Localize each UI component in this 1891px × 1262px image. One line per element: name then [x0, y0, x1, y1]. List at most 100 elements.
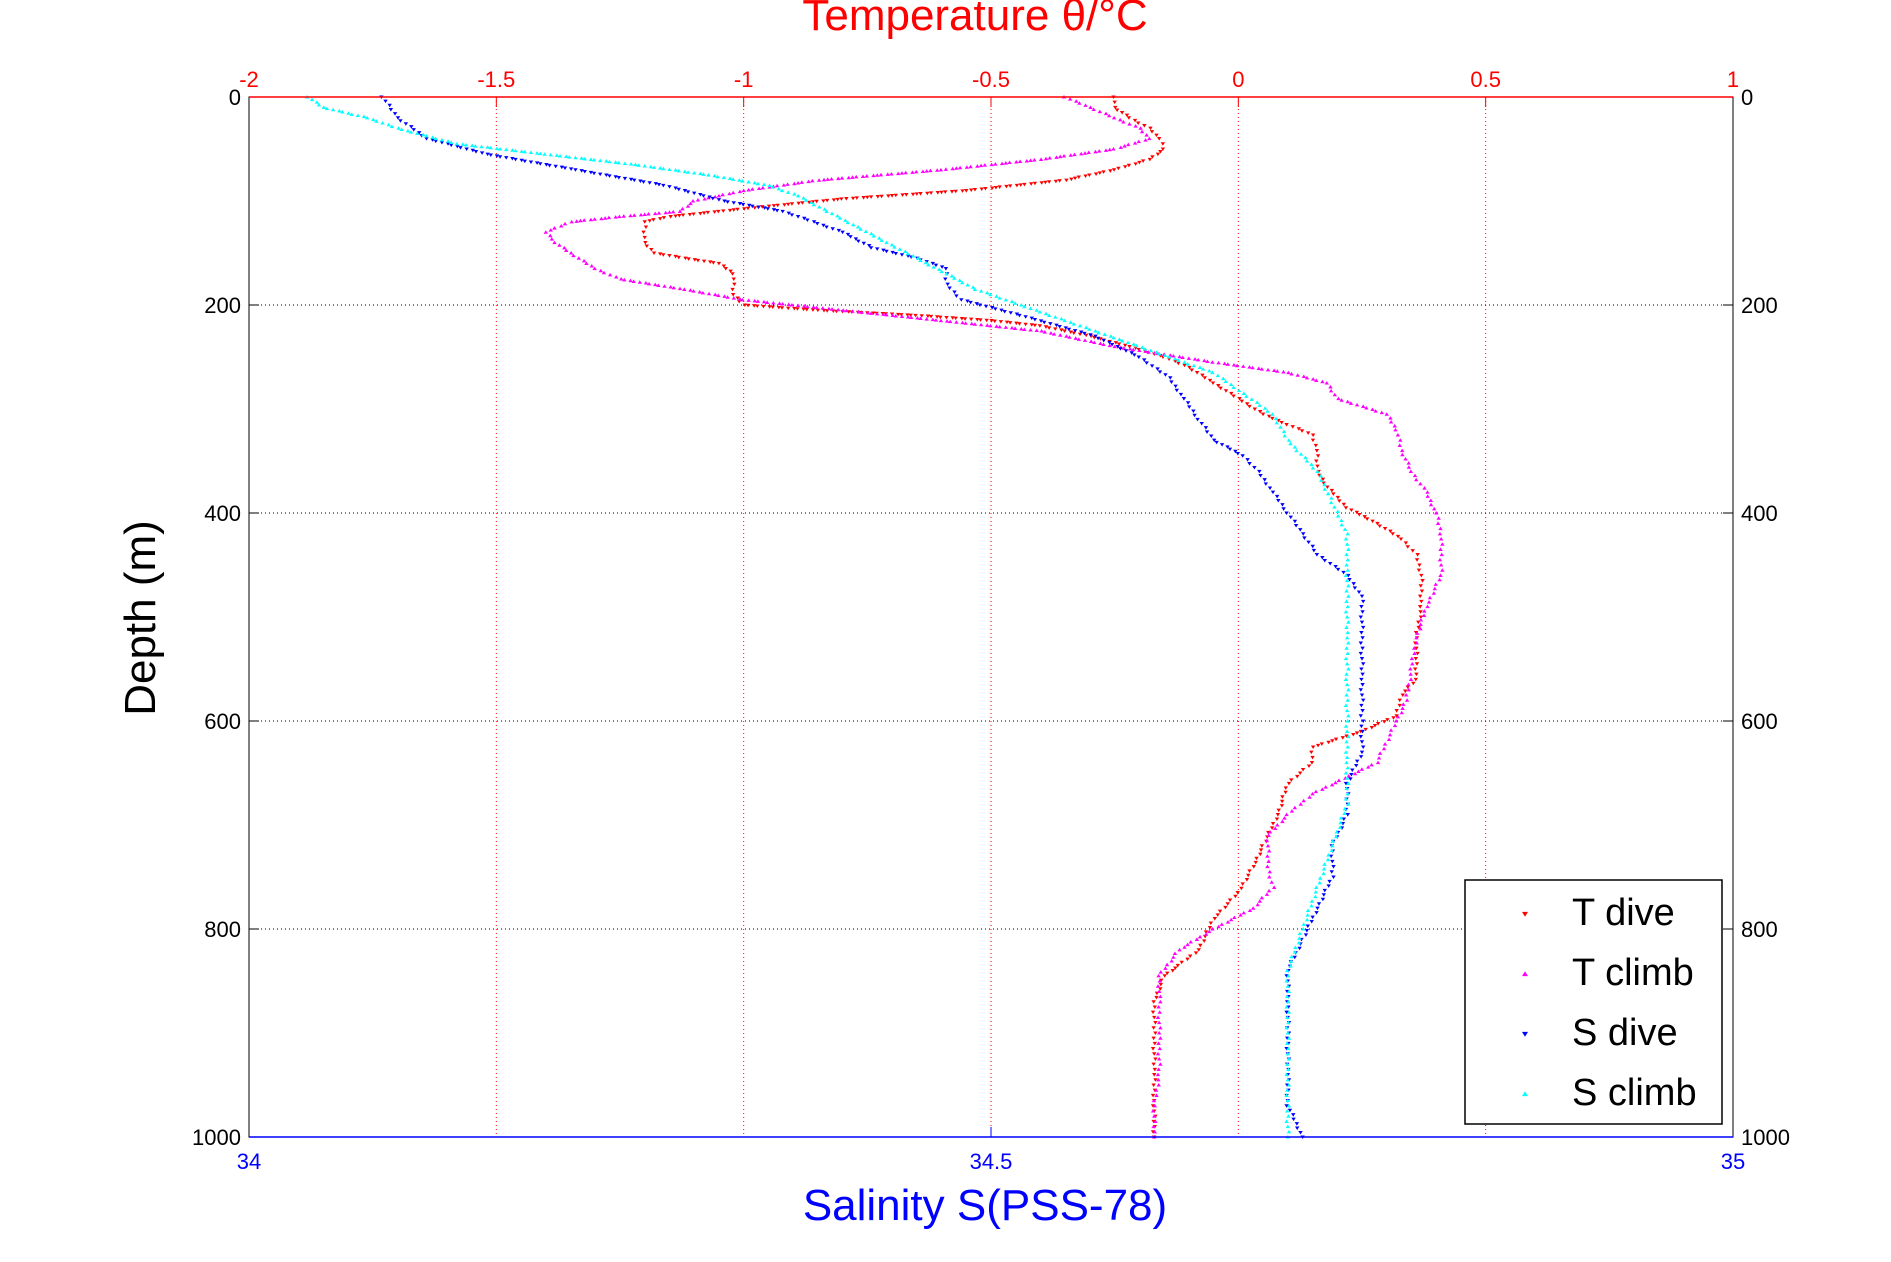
data-point [1335, 513, 1341, 518]
data-point [1267, 875, 1272, 879]
data-point [1162, 974, 1167, 978]
data-point [1233, 449, 1238, 454]
data-point [574, 219, 579, 223]
data-point [579, 156, 584, 160]
data-point [1219, 922, 1224, 926]
data-point [1207, 929, 1212, 934]
data-point [1014, 321, 1019, 326]
data-point [804, 307, 809, 312]
data-point [411, 128, 416, 132]
data-point [399, 127, 404, 132]
data-point [1346, 781, 1351, 785]
data-point [1004, 320, 1010, 325]
data-point [644, 244, 650, 249]
data-point [1189, 368, 1194, 372]
data-point [1359, 740, 1365, 744]
data-point [628, 162, 634, 166]
data-point [1029, 323, 1034, 327]
data-point [1186, 356, 1192, 360]
data-point [1412, 473, 1418, 478]
data-point [1034, 328, 1039, 333]
data-point [937, 267, 942, 271]
data-point [1144, 361, 1149, 365]
data-point [680, 206, 685, 211]
data-point [1097, 109, 1103, 114]
data-point [1428, 498, 1434, 503]
data-point [1310, 377, 1316, 381]
data-point [1227, 447, 1233, 452]
data-point [1325, 491, 1331, 496]
data-point [588, 217, 594, 222]
data-point [795, 307, 800, 311]
data-point [939, 190, 944, 195]
data-point [864, 174, 869, 178]
data-point [978, 322, 984, 327]
data-point [643, 241, 648, 245]
data-point [1156, 973, 1161, 978]
data-point [504, 156, 509, 160]
data-point [1028, 158, 1033, 162]
data-point [1012, 301, 1018, 305]
data-point [1279, 799, 1285, 804]
data-point [1200, 367, 1206, 371]
data-point [1298, 528, 1303, 532]
data-point [1153, 1088, 1159, 1092]
data-point [1156, 137, 1162, 141]
data-point [730, 190, 736, 195]
data-point [656, 211, 662, 215]
data-point [1345, 399, 1350, 404]
data-point [1009, 325, 1015, 330]
data-point [965, 299, 970, 304]
data-point [1326, 884, 1331, 888]
data-point [948, 319, 953, 324]
data-point [1067, 335, 1072, 339]
data-point [767, 183, 772, 187]
data-point [957, 278, 962, 283]
data-point [688, 201, 693, 206]
data-point [1022, 304, 1027, 309]
data-point [1147, 157, 1153, 162]
data-point [1283, 786, 1288, 790]
data-point [1209, 434, 1214, 439]
data-point [1028, 182, 1034, 186]
data-point [588, 157, 594, 161]
data-point [1158, 1036, 1163, 1040]
data-point [646, 281, 652, 286]
salinity-tick-label: 34.5 [970, 1149, 1013, 1174]
data-point [1228, 382, 1234, 387]
data-point [1238, 913, 1243, 917]
data-point [1137, 160, 1142, 165]
data-point [1333, 780, 1338, 785]
data-point [564, 248, 569, 252]
data-point [1359, 703, 1364, 708]
data-point [1200, 373, 1205, 378]
data-point [1425, 490, 1430, 494]
data-point [1321, 871, 1326, 876]
data-point [1276, 498, 1281, 503]
data-point [1158, 970, 1164, 974]
data-point [680, 213, 686, 218]
data-point [755, 304, 760, 309]
data-point [1215, 373, 1221, 378]
data-point [1437, 557, 1443, 562]
data-point [829, 176, 834, 181]
data-point [673, 214, 678, 219]
data-point [914, 169, 919, 174]
data-point [1246, 873, 1251, 878]
data-point [875, 311, 880, 316]
data-point [581, 218, 587, 222]
data-point [802, 304, 807, 308]
data-point [1150, 1010, 1156, 1015]
data-point [1292, 445, 1298, 449]
data-point [905, 314, 911, 319]
data-point [1373, 409, 1378, 413]
data-point [889, 312, 895, 317]
data-point [578, 218, 583, 223]
data-point [811, 305, 816, 309]
data-point [1153, 1031, 1158, 1035]
data-point [1216, 384, 1221, 388]
data-point [959, 298, 964, 302]
data-point [1336, 778, 1342, 782]
data-point [1406, 461, 1411, 465]
data-point [1210, 927, 1215, 931]
